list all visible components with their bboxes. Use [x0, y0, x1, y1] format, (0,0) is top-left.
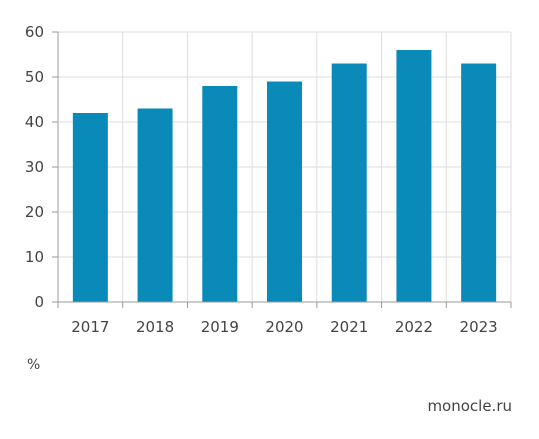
y-tick-label: 50 — [25, 68, 44, 86]
y-tick-label: 20 — [25, 203, 44, 221]
x-tick-label: 2019 — [201, 318, 239, 336]
bar-2021 — [331, 63, 367, 302]
bar-2019 — [202, 86, 238, 302]
bar-2017 — [72, 113, 108, 302]
y-tick-label: 10 — [25, 248, 44, 266]
x-tick-label: 2022 — [395, 318, 433, 336]
y-tick-label: 30 — [25, 158, 44, 176]
x-tick-label: 2020 — [265, 318, 303, 336]
bar-2022 — [396, 50, 432, 302]
bar-2020 — [267, 81, 302, 302]
x-tick-label: 2021 — [330, 318, 368, 336]
source-label: monocle.ru — [427, 397, 512, 415]
axes — [52, 31, 512, 308]
bar-2023 — [461, 63, 497, 302]
y-tick-label: 40 — [25, 113, 44, 131]
x-tick-label: 2017 — [71, 318, 109, 336]
unit-label: % — [27, 357, 41, 373]
x-tick-label: 2023 — [460, 318, 498, 336]
x-tick-label: 2018 — [136, 318, 174, 336]
y-tick-labels: 0 10 20 30 40 50 60 — [25, 23, 44, 311]
bars — [72, 50, 497, 302]
y-tick-label: 0 — [34, 293, 44, 311]
bar-2018 — [137, 108, 173, 302]
x-tick-labels: 2017 2018 2019 2020 2021 2022 2023 — [71, 318, 497, 336]
gridlines — [58, 31, 512, 302]
y-tick-label: 60 — [25, 23, 44, 41]
